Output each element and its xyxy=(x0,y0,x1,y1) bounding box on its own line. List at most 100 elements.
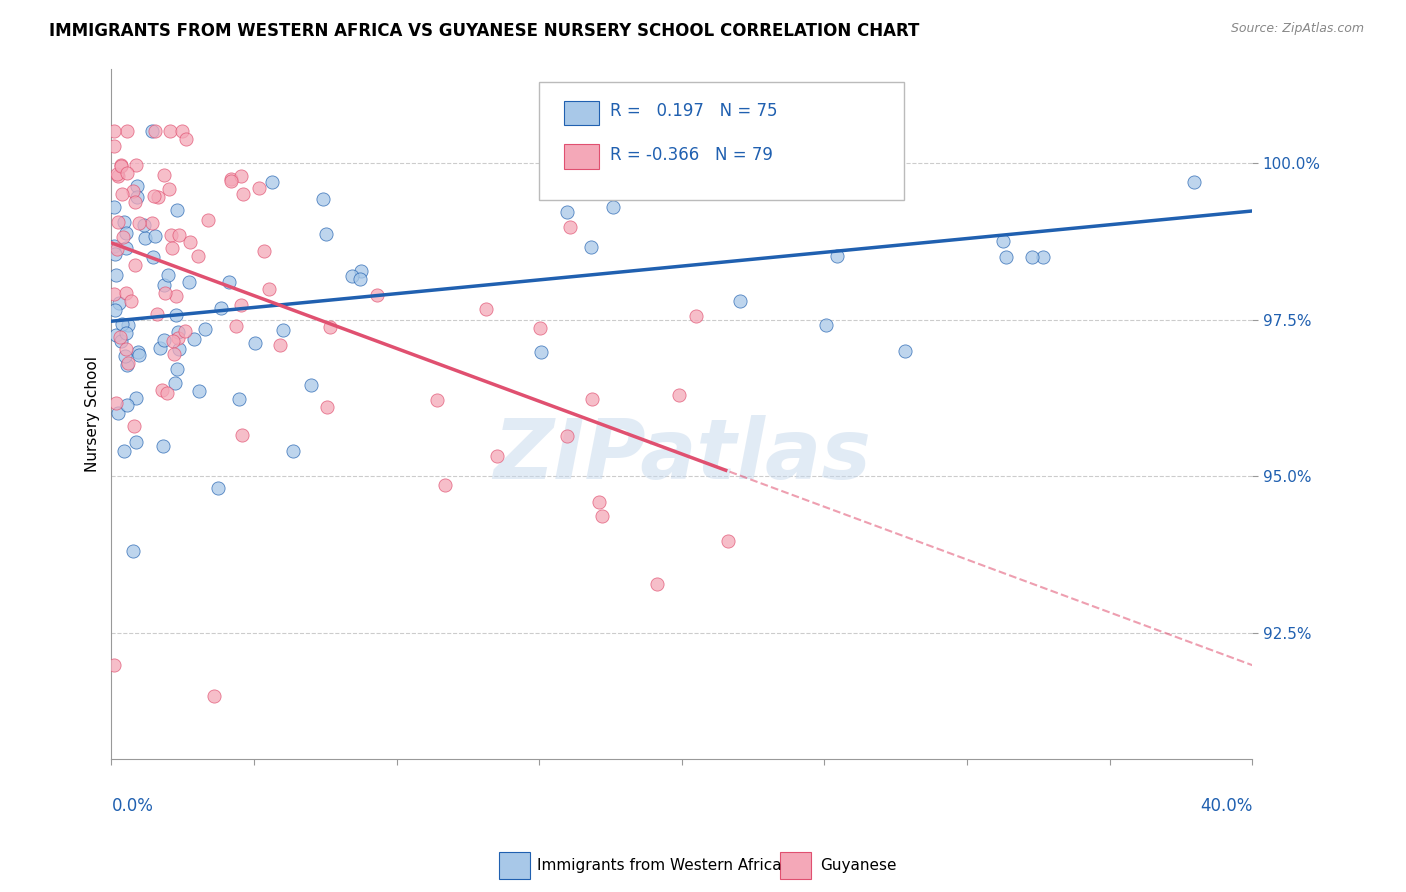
Point xyxy=(128,348,150,362)
Point xyxy=(197,212,219,227)
Point xyxy=(103,200,125,214)
Point xyxy=(183,333,205,347)
Point xyxy=(555,205,578,219)
Point xyxy=(115,398,138,412)
Point xyxy=(110,158,132,172)
Point xyxy=(434,478,457,492)
Point xyxy=(115,326,138,340)
Point xyxy=(124,195,146,210)
Point xyxy=(165,309,187,323)
Text: R = -0.366   N = 79: R = -0.366 N = 79 xyxy=(610,145,773,164)
Point xyxy=(125,391,148,405)
Point xyxy=(717,534,740,549)
Point xyxy=(121,544,143,558)
Point xyxy=(581,240,603,254)
Point xyxy=(110,159,132,173)
Point xyxy=(814,318,837,332)
Point xyxy=(165,376,187,391)
Point xyxy=(283,443,305,458)
Point xyxy=(602,201,624,215)
Point xyxy=(257,282,280,296)
Point xyxy=(299,377,322,392)
Point xyxy=(122,418,145,433)
Point xyxy=(146,190,169,204)
Point xyxy=(165,289,187,303)
FancyBboxPatch shape xyxy=(564,101,599,125)
Point xyxy=(485,450,508,464)
Point xyxy=(103,139,125,153)
Point xyxy=(114,226,136,240)
Point xyxy=(162,347,184,361)
Point xyxy=(831,127,853,141)
Point xyxy=(177,276,200,290)
Point xyxy=(159,228,181,243)
Point xyxy=(174,324,197,338)
Point xyxy=(117,355,139,369)
Point xyxy=(174,132,197,146)
Point xyxy=(207,481,229,495)
Point xyxy=(167,342,190,356)
Point xyxy=(156,268,179,282)
Point xyxy=(111,186,134,201)
Point xyxy=(232,186,254,201)
Point xyxy=(103,657,125,672)
Point xyxy=(134,231,156,245)
Point xyxy=(125,435,148,450)
Point xyxy=(112,230,135,244)
Point xyxy=(350,264,373,278)
Point xyxy=(645,577,668,591)
Point xyxy=(315,227,337,242)
Point xyxy=(581,392,603,406)
Point xyxy=(115,165,138,179)
Point xyxy=(127,345,149,359)
Text: Source: ZipAtlas.com: Source: ZipAtlas.com xyxy=(1230,22,1364,36)
Point xyxy=(194,322,217,336)
Point xyxy=(209,301,232,316)
Point xyxy=(104,327,127,342)
Point xyxy=(159,124,181,138)
Point xyxy=(124,259,146,273)
Point xyxy=(555,429,578,443)
Point xyxy=(225,318,247,333)
Point xyxy=(243,335,266,350)
Text: R =   0.197   N = 75: R = 0.197 N = 75 xyxy=(610,103,778,120)
Point xyxy=(1021,250,1043,264)
Point xyxy=(128,216,150,230)
Text: 0.0%: 0.0% xyxy=(111,797,153,814)
Point xyxy=(117,318,139,332)
Point xyxy=(825,249,848,263)
Text: ZIPatlas: ZIPatlas xyxy=(494,415,870,496)
Point xyxy=(132,218,155,232)
Point xyxy=(247,181,270,195)
Point xyxy=(591,508,613,523)
Point xyxy=(668,388,690,402)
Point xyxy=(103,287,125,301)
Text: IMMIGRANTS FROM WESTERN AFRICA VS GUYANESE NURSERY SCHOOL CORRELATION CHART: IMMIGRANTS FROM WESTERN AFRICA VS GUYANE… xyxy=(49,22,920,40)
Point xyxy=(231,298,253,312)
Point xyxy=(143,189,166,203)
Point xyxy=(349,271,371,285)
Point xyxy=(253,244,276,258)
Point xyxy=(790,128,813,143)
Point xyxy=(529,320,551,334)
Point xyxy=(153,286,176,301)
Point xyxy=(730,294,752,309)
Point xyxy=(166,361,188,376)
Point xyxy=(152,169,174,183)
Point xyxy=(107,169,129,183)
Point xyxy=(142,250,165,264)
Point xyxy=(143,229,166,244)
Point xyxy=(179,235,201,250)
Point xyxy=(141,124,163,138)
Point xyxy=(105,242,128,256)
Point xyxy=(366,287,388,301)
Text: Guyanese: Guyanese xyxy=(820,858,896,872)
Point xyxy=(153,278,176,293)
Point xyxy=(152,439,174,453)
Point xyxy=(319,320,342,334)
Point xyxy=(114,349,136,363)
Point xyxy=(162,334,184,348)
FancyBboxPatch shape xyxy=(564,145,599,169)
Point xyxy=(122,184,145,198)
Point xyxy=(315,401,337,415)
